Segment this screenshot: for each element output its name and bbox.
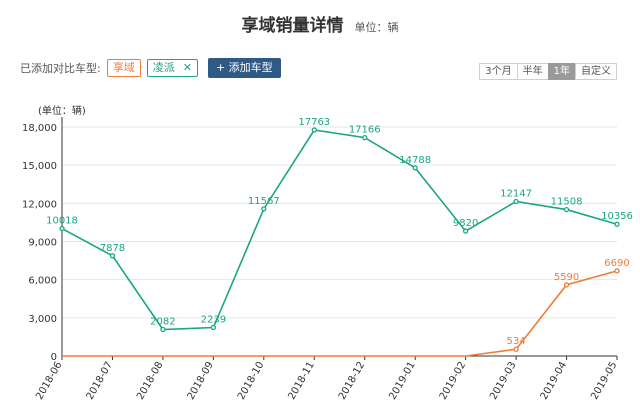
x-tick-label: 2019-03 [488,360,518,402]
compare-label: 已添加对比车型: [20,62,101,75]
series-layer: 534 5590 6690 10018 7878 2082 2239 11567 17763 17… [46,117,633,357]
y-tick-label: 15,000 [22,161,57,172]
x-tick-label: 2018-12 [337,360,367,402]
y-axis: 0 3,000 6,000 9,000 12,000 15,000 18,000 [22,117,63,363]
data-label: 11567 [248,196,280,207]
data-label: 17166 [349,125,381,136]
data-point [109,253,116,259]
data-label: 17763 [298,117,330,128]
x-tick-label: 2019-02 [438,360,468,402]
grid-lines [62,126,617,319]
x-tick-label: 2018-10 [236,360,266,402]
compare-tag-label: 凌派 [152,61,175,74]
data-label: 11508 [551,197,583,208]
compare-tag-label: 享域 [112,61,135,74]
compare-bar: 已添加对比车型: 享域 凌派 ✕ + 添加车型 [20,58,281,78]
y-tick-label: 18,000 [22,123,57,134]
data-point [412,165,418,171]
data-label: 14788 [399,155,431,166]
y-axis-unit-label: (单位：辆) [38,104,86,117]
data-point [614,221,620,227]
data-point [614,268,620,274]
data-point [563,282,570,288]
data-label: 7878 [100,243,125,254]
data-label: 534 [507,336,526,347]
data-label: 12147 [500,188,532,199]
x-tick-label: 2018-06 [34,360,64,402]
data-point [563,206,570,213]
y-tick-label: 3,000 [28,314,57,325]
data-label: 10018 [46,216,78,227]
compare-tag-lingpai[interactable]: 凌派 ✕ [146,59,198,77]
x-tick-label: 2018-09 [186,360,216,402]
y-tick-label: 0 [51,352,57,363]
range-custom[interactable]: 自定义 [575,63,617,80]
x-tick-label: 2019-05 [589,360,619,402]
data-point [362,134,368,141]
data-point [311,127,317,133]
series-line [62,270,618,357]
data-point [462,228,469,234]
x-tick-label: 2019-01 [387,360,417,402]
series-line [61,129,618,331]
page-title: 享域销量详情 单位：辆 [0,11,640,36]
data-label: 2082 [150,317,175,328]
data-label: 6690 [604,258,629,269]
chart-title: 享域销量详情 [241,16,344,36]
y-tick-label: 12,000 [22,199,57,210]
close-icon[interactable]: ✕ [182,61,192,74]
data-point [210,324,217,331]
x-axis: 2018-06 2018-07 2018-08 2018-09 2018-10 2018-… [34,355,620,402]
compare-tag-xiangyu[interactable]: 享域 [106,59,141,77]
add-model-button[interactable]: + 添加车型 [207,58,281,78]
x-tick-label: 2018-08 [135,360,165,402]
data-label: 10356 [601,211,633,222]
data-label: 9820 [453,218,478,229]
x-tick-label: 2018-11 [286,360,316,402]
y-tick-label: 6,000 [28,276,57,287]
data-point [513,346,519,352]
data-point [160,326,166,333]
data-label: 5590 [554,272,579,283]
data-point [59,225,65,232]
title-unit: 单位：辆 [354,21,399,34]
x-tick-label: 2019-04 [539,360,569,402]
data-point [261,206,267,212]
data-point [513,198,519,205]
range-selector: 3个月 半年 1年 自定义 [479,63,617,80]
x-tick-label: 2018-07 [85,360,115,402]
y-tick-label: 9,000 [28,238,57,249]
data-label: 2239 [201,315,226,326]
